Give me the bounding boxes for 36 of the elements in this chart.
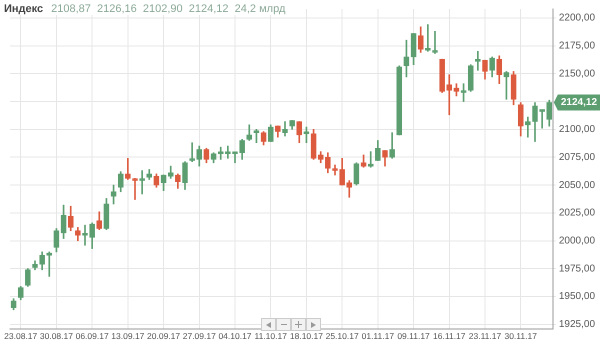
x-tick-label: 25.10.17 — [326, 331, 359, 342]
x-tick-label: 04.10.17 — [218, 331, 252, 342]
x-tick-label: 11.10.17 — [254, 331, 288, 342]
x-tick-label: 16.11.17 — [433, 331, 466, 342]
candlestick — [404, 40, 410, 78]
y-tick-label: 2150,00 — [558, 68, 596, 80]
candlestick — [110, 184, 116, 204]
chart-subtitle: 2108,87 2126,16 2102,90 2124,12 24,2 млрд — [51, 3, 286, 15]
candlestick — [332, 164, 338, 176]
x-tick-label: 30.08.17 — [40, 331, 74, 342]
candlestick — [504, 71, 510, 100]
candlestick — [432, 30, 438, 54]
x-tick-label: 23.11.17 — [468, 331, 502, 342]
y-tick-label: 2050,00 — [558, 180, 596, 191]
y-tick-label: 1950,00 — [558, 291, 596, 302]
y-tick-label: 2200,00 — [558, 12, 596, 24]
y-tick-label: 2100,00 — [558, 124, 596, 136]
x-tick-label: 13.09.17 — [111, 331, 145, 342]
x-tick-label: 30.11.17 — [504, 331, 538, 342]
x-tick-label: 27.09.17 — [182, 331, 216, 342]
x-tick-label: 18.10.17 — [290, 331, 324, 342]
y-tick-label: 1925,00 — [558, 319, 596, 330]
x-tick-label: 09.11.17 — [397, 331, 430, 342]
x-tick-label: 23.08.17 — [4, 331, 38, 342]
y-tick-label: 2075,00 — [558, 152, 596, 163]
x-tick-label: 06.09.17 — [76, 331, 109, 342]
y-tick-label: 2175,00 — [558, 40, 596, 52]
chart-title: Индекс — [4, 3, 44, 15]
y-tick-label: 2025,00 — [558, 208, 596, 219]
candlestick — [282, 121, 288, 136]
y-tick-label: 2000,00 — [558, 236, 596, 247]
x-tick-label: 01.11.17 — [362, 331, 394, 342]
candlestick — [460, 83, 466, 102]
x-tick-label: 20.09.17 — [147, 331, 180, 342]
text: 2124,12 — [560, 97, 598, 108]
y-tick-label: 1975,00 — [558, 263, 596, 274]
